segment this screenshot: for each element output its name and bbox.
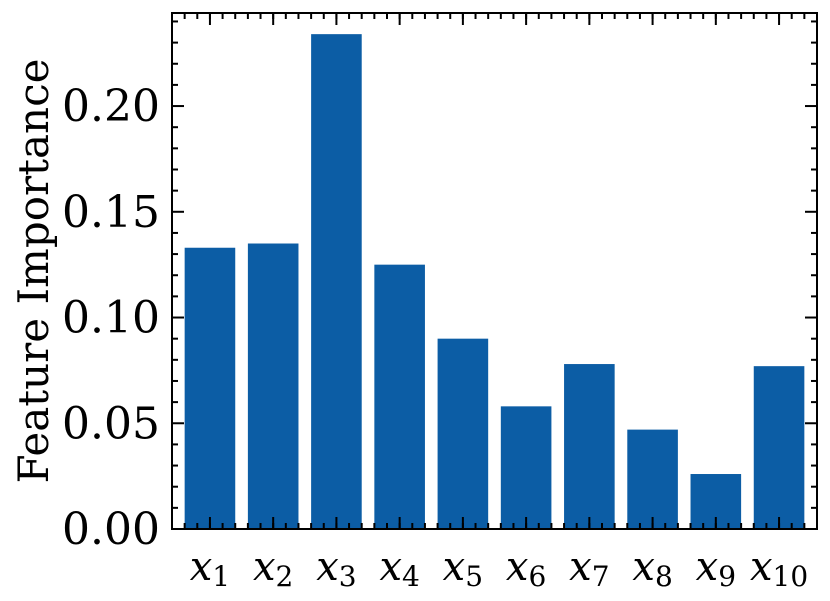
x-axis-ticks: x1 x2 x3 x4 x5 x6 x7 x8 x9 x10 xyxy=(171,13,818,593)
x-tick-label: x6 xyxy=(506,544,546,593)
bars-group xyxy=(184,34,805,530)
bar-4 xyxy=(374,264,425,529)
axes-frame xyxy=(171,12,818,530)
x-tick-label: x2 xyxy=(253,544,293,593)
x-tick-label: x5 xyxy=(443,544,483,593)
x-tick-label: x8 xyxy=(632,544,672,593)
bar-6 xyxy=(500,406,552,529)
bar-5 xyxy=(437,338,489,529)
x-tick-label: x7 xyxy=(569,544,609,593)
y-axis-ticks: 0.00 0.05 0.10 0.15 0.20 xyxy=(62,20,817,555)
y-axis-label: Feature Importance xyxy=(9,59,58,484)
y-tick-label: 0.10 xyxy=(62,293,160,344)
bar-7 xyxy=(564,364,615,529)
y-tick-label: 0.20 xyxy=(62,81,160,132)
bar-2 xyxy=(247,243,299,529)
x-tick-label: x10 xyxy=(750,544,808,593)
bar-1 xyxy=(184,247,236,530)
bar-10 xyxy=(753,366,805,529)
y-tick-label: 0.05 xyxy=(62,398,160,449)
x-tick-label: x3 xyxy=(316,544,356,593)
bar-8 xyxy=(627,429,678,529)
x-tick-label: x4 xyxy=(379,544,419,593)
x-tick-label: x1 xyxy=(190,544,230,593)
y-tick-label: 0.00 xyxy=(62,504,160,555)
x-tick-label: x9 xyxy=(696,544,736,593)
plot-border xyxy=(171,12,818,530)
y-tick-label: 0.15 xyxy=(62,187,160,238)
bar-3 xyxy=(311,34,362,530)
